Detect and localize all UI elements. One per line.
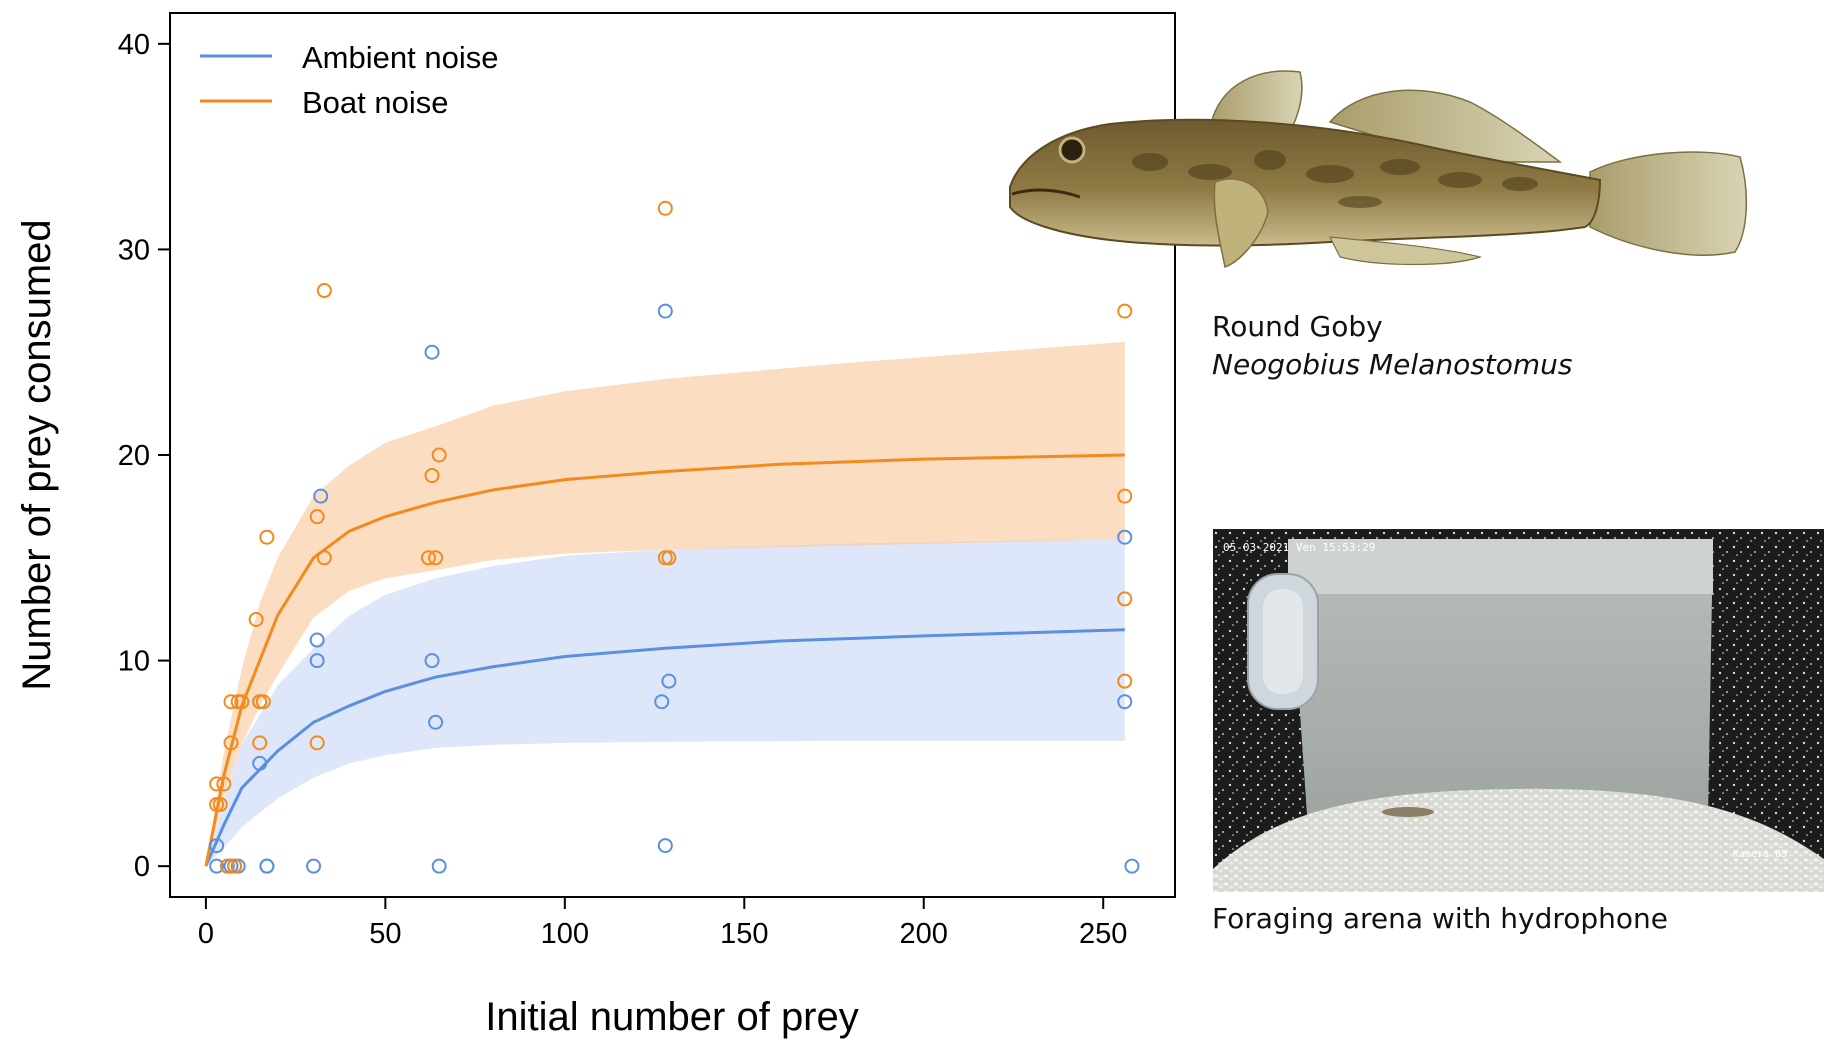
boat-noise-point — [316, 550, 332, 566]
y-tick-label: 20 — [118, 440, 150, 472]
x-tick-label: 50 — [369, 918, 401, 950]
boat-noise-point — [255, 694, 271, 710]
boat-noise-confidence-band — [205, 341, 1125, 867]
y-tick-label: 0 — [134, 851, 150, 883]
y-axis-title: Number of prey consumed — [15, 219, 59, 690]
functional-response-chart: 0 50 100 150 200 250 0 10 20 30 40 Initial number… — [15, 12, 1176, 1039]
boat-noise-point — [1117, 303, 1133, 319]
boat-noise-fit-line — [204, 453, 1125, 867]
ambient-noise-point — [209, 858, 225, 874]
boat-noise-point — [219, 858, 235, 874]
boat-noise-point — [1117, 591, 1133, 607]
legend-label-boat: Boat noise — [302, 85, 449, 120]
ambient-noise-point — [657, 303, 673, 319]
legend-label-ambient: Ambient noise — [302, 40, 498, 75]
boat-noise-point — [661, 550, 677, 566]
ambient-noise-point — [428, 714, 444, 730]
boat-noise-point — [309, 509, 325, 525]
ambient-noise-confidence-band — [205, 539, 1125, 867]
ambient-noise-point — [259, 858, 275, 874]
ambient-noise-point — [431, 858, 447, 874]
boat-noise-point — [309, 735, 325, 751]
x-tick-label: 200 — [900, 918, 948, 950]
x-tick-label: 150 — [720, 918, 768, 950]
ambient-noise-point — [306, 858, 322, 874]
boat-noise-point — [216, 776, 232, 792]
ambient-noise-point — [209, 838, 225, 854]
boat-noise-point — [1117, 673, 1133, 689]
boat-noise-point — [227, 858, 243, 874]
x-axis: 0 50 100 150 200 250 — [198, 896, 1127, 950]
y-tick-label: 40 — [118, 29, 150, 61]
camera-label: Kamera 05 — [1733, 849, 1787, 860]
ambient-noise-point — [1124, 858, 1140, 874]
ambient-noise-point — [313, 488, 329, 504]
boat-noise-point — [234, 694, 250, 710]
x-tick-label: 250 — [1079, 918, 1127, 950]
ambient-noise-point — [309, 632, 325, 648]
ambient-noise-point — [424, 653, 440, 669]
confidence-bands — [205, 341, 1125, 867]
ambient-noise-point — [1117, 694, 1133, 710]
goby-common-name: Round Goby — [1212, 310, 1383, 343]
ambient-noise-point — [1117, 529, 1133, 545]
legend: Ambient noise Boat noise — [200, 40, 498, 120]
camera-timestamp: 05-03-2021 Ven 15:53:29 — [1223, 541, 1375, 554]
boat-noise-point — [248, 611, 264, 627]
y-axis: 0 10 20 30 40 — [118, 29, 171, 883]
boat-noise-point — [420, 550, 436, 566]
x-tick-label: 0 — [198, 918, 214, 950]
y-tick-label: 30 — [118, 234, 150, 266]
goby-caption: Round Goby Neogobius Melanostomus — [1212, 308, 1573, 384]
boat-noise-point — [431, 447, 447, 463]
boat-noise-point — [424, 468, 440, 484]
boat-noise-point — [252, 735, 268, 751]
fit-lines — [204, 453, 1125, 867]
arena-photo: 05-03-2021 Ven 15:53:29 Kamera 05 — [1213, 529, 1824, 892]
ambient-noise-point — [424, 344, 440, 360]
arena-caption: Foraging arena with hydrophone — [1212, 902, 1669, 935]
boat-noise-point — [223, 694, 239, 710]
boat-noise-point — [209, 776, 225, 792]
boat-noise-point — [316, 283, 332, 299]
boat-noise-point — [1117, 488, 1133, 504]
x-axis-title: Initial number of prey — [485, 995, 859, 1039]
boat-noise-point — [212, 796, 228, 812]
ambient-noise-point — [657, 838, 673, 854]
ambient-noise-point — [654, 694, 670, 710]
x-tick-label: 100 — [541, 918, 589, 950]
boat-noise-point — [223, 735, 239, 751]
boat-noise-point — [259, 529, 275, 545]
round-goby-illustration — [1009, 70, 1748, 268]
ambient-noise-point — [252, 755, 268, 771]
y-tick-label: 10 — [118, 646, 150, 678]
boat-noise-point — [428, 550, 444, 566]
ambient-noise-point — [309, 653, 325, 669]
data-points — [209, 200, 1140, 874]
ambient-noise-point — [661, 673, 677, 689]
boat-noise-point — [657, 200, 673, 216]
goby-scientific-name: Neogobius Melanostomus — [1212, 347, 1573, 381]
ambient-noise-fit-line — [204, 628, 1125, 867]
